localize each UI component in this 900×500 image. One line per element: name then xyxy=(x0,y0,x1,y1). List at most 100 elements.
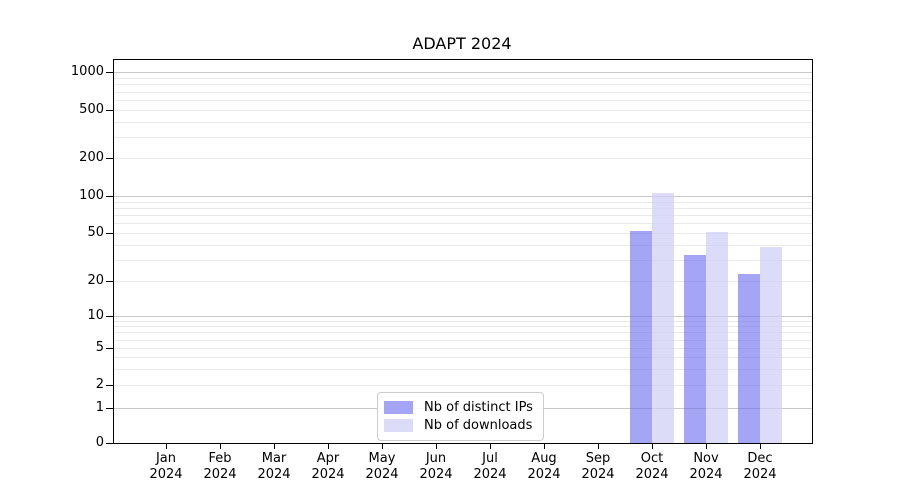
x-tick-label-year: 2024 xyxy=(581,467,615,482)
legend-entry-distinct-ips: Nb of distinct IPs xyxy=(384,399,533,416)
x-tick-label-month: Jul xyxy=(482,451,498,466)
x-tick-label: Jun 2024 xyxy=(404,451,468,483)
y-tick-mark xyxy=(106,233,113,234)
y-tick-label: 10 xyxy=(87,308,104,323)
y-tick-label: 50 xyxy=(87,225,104,240)
gridline-major xyxy=(114,316,812,317)
x-tick-label: Aug 2024 xyxy=(512,451,576,483)
y-tick-label: 0 xyxy=(95,435,104,450)
x-tick-label-month: Dec xyxy=(747,451,773,466)
x-tick-label-month: Oct xyxy=(640,451,664,466)
y-tick-label: 20 xyxy=(87,273,104,288)
gridline-minor xyxy=(114,223,812,224)
x-tick-label-year: 2024 xyxy=(743,467,777,482)
x-tick-mark xyxy=(274,443,275,449)
gridline-minor xyxy=(114,78,812,79)
x-tick-label: Jan 2024 xyxy=(134,451,198,483)
gridline-major xyxy=(114,196,812,197)
gridline-minor xyxy=(114,369,812,370)
bar-distinct-ips xyxy=(684,254,706,443)
x-tick-label-year: 2024 xyxy=(635,467,669,482)
y-tick-mark xyxy=(106,407,113,409)
gridline-minor xyxy=(114,326,812,327)
x-tick-label-month: May xyxy=(368,451,396,466)
y-tick-mark xyxy=(106,158,113,159)
bar-downloads xyxy=(760,247,782,443)
x-tick-label-year: 2024 xyxy=(419,467,453,482)
x-tick-label: Dec 2024 xyxy=(728,451,792,483)
y-tick-mark xyxy=(106,110,113,111)
legend-swatch-distinct-ips-icon xyxy=(384,401,413,414)
x-tick-label-year: 2024 xyxy=(527,467,561,482)
y-tick-label: 1 xyxy=(95,399,104,415)
legend-entry-downloads: Nb of downloads xyxy=(384,417,533,434)
x-tick-label-year: 2024 xyxy=(689,467,723,482)
gridline-minor xyxy=(114,332,812,333)
legend-label-distinct-ips: Nb of distinct IPs xyxy=(424,400,533,415)
x-tick-label: Apr 2024 xyxy=(296,451,360,483)
bar-distinct-ips xyxy=(630,230,652,443)
gridline-minor xyxy=(114,158,812,159)
gridline-minor xyxy=(114,208,812,209)
y-tick-mark xyxy=(106,281,113,282)
bar-downloads xyxy=(706,231,728,443)
gridline-minor xyxy=(114,84,812,85)
x-tick-mark xyxy=(760,443,761,449)
chart-title: ADAPT 2024 xyxy=(412,34,512,53)
x-tick-label: Sep 2024 xyxy=(566,451,630,483)
y-tick-mark xyxy=(106,443,113,444)
y-tick-mark xyxy=(106,385,113,386)
x-tick-label-month: Apr xyxy=(316,451,340,466)
x-tick-label-year: 2024 xyxy=(473,467,507,482)
x-tick-mark xyxy=(166,443,167,449)
bar-downloads xyxy=(652,193,674,443)
x-tick-mark xyxy=(706,443,707,449)
x-tick-label-month: Aug xyxy=(531,451,557,466)
y-tick-mark xyxy=(106,72,113,73)
y-tick-label: 200 xyxy=(79,150,104,165)
y-tick-label: 100 xyxy=(79,188,104,203)
gridline-minor xyxy=(114,260,812,261)
y-tick-label: 500 xyxy=(79,102,104,117)
gridline-minor xyxy=(114,321,812,322)
legend-swatch-downloads-icon xyxy=(384,419,413,432)
x-tick-label: Feb 2024 xyxy=(188,451,252,483)
gridline-minor xyxy=(114,110,812,111)
gridline-minor xyxy=(114,92,812,93)
x-tick-label-month: Feb xyxy=(208,451,232,466)
x-tick-mark xyxy=(220,443,221,449)
y-tick-label: 2 xyxy=(95,377,104,392)
x-tick-label-year: 2024 xyxy=(149,467,183,482)
x-tick-label: Mar 2024 xyxy=(242,451,306,483)
x-tick-mark xyxy=(598,443,599,449)
gridline-minor xyxy=(114,245,812,246)
legend: Nb of distinct IPs Nb of downloads xyxy=(377,392,544,441)
gridline-minor xyxy=(114,122,812,123)
x-tick-label: Jul 2024 xyxy=(458,451,522,483)
x-tick-mark xyxy=(652,443,653,449)
x-tick-label-year: 2024 xyxy=(203,467,237,482)
plot-area xyxy=(106,59,813,449)
gridline-minor xyxy=(114,233,812,234)
x-tick-mark xyxy=(382,443,383,449)
x-tick-mark xyxy=(490,443,491,449)
x-tick-label: Oct 2024 xyxy=(620,451,684,483)
gridline-minor xyxy=(114,202,812,203)
y-tick-mark xyxy=(106,316,113,317)
gridline-minor xyxy=(114,100,812,101)
gridline-minor xyxy=(114,340,812,341)
x-tick-mark xyxy=(436,443,437,449)
x-tick-label-year: 2024 xyxy=(365,467,399,482)
y-tick-label: 1000 xyxy=(70,64,104,79)
x-tick-mark xyxy=(544,443,545,449)
x-tick-label-month: Mar xyxy=(261,451,287,466)
x-tick-mark xyxy=(328,443,329,449)
gridline-minor xyxy=(114,215,812,216)
gridline-minor xyxy=(114,357,812,358)
y-tick-mark xyxy=(106,348,113,349)
x-tick-label-year: 2024 xyxy=(257,467,291,482)
y-tick-label: 5 xyxy=(95,340,104,355)
gridline-minor xyxy=(114,137,812,138)
x-tick-label-month: Sep xyxy=(585,451,611,466)
